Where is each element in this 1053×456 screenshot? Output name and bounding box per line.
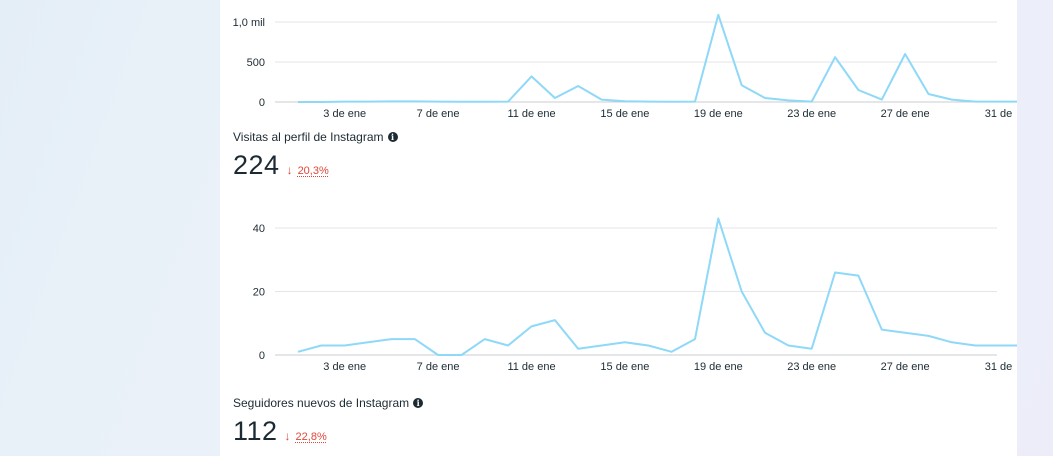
- x-tick-label: 3 de ene: [323, 108, 366, 120]
- new-followers-label: Seguidores nuevos de Instagram: [233, 396, 410, 410]
- x-tick-label: 23 de ene: [787, 361, 836, 373]
- profile-visits-title: Visitas al perfil de Instagram i: [233, 130, 398, 144]
- x-tick-label: 7 de ene: [417, 361, 460, 373]
- profile-visits-label: Visitas al perfil de Instagram: [233, 130, 384, 144]
- profile-visits-chart: 0 20 40 3 de ene 7 de ene 11 de ene 15 de ene 1…: [253, 217, 1017, 373]
- y-tick-label: 0: [259, 97, 265, 109]
- x-tick-label: 15 de ene: [600, 361, 649, 373]
- x-tick-label: 15 de ene: [600, 108, 649, 120]
- x-tick-label: 19 de ene: [694, 361, 743, 373]
- x-tick-label: 19 de ene: [694, 108, 743, 120]
- profile-activity-chart: 0 500 1,0 mil 3 de ene 7 de ene 11 de ene 15 d…: [233, 13, 1017, 120]
- x-tick-label: 27 de ene: [881, 108, 930, 120]
- x-tick-label: 23 de ene: [787, 108, 836, 120]
- y-tick-label: 20: [253, 287, 265, 299]
- info-icon[interactable]: i: [387, 132, 398, 142]
- y-tick-label: 0: [259, 350, 265, 362]
- y-tick-label: 1,0 mil: [233, 17, 265, 29]
- x-tick-label: 7 de ene: [417, 108, 460, 120]
- new-followers-change[interactable]: ↓ 22,8%: [285, 429, 327, 443]
- x-tick-label: 11 de ene: [507, 361, 555, 373]
- x-tick-label: 31 de: [985, 108, 1013, 120]
- y-tick-label: 40: [253, 223, 265, 235]
- new-followers-metric: 112 ↓ 22,8%: [233, 416, 327, 447]
- profile-visits-metric: 224 ↓ 20,3%: [233, 150, 329, 181]
- y-tick-label: 500: [247, 57, 265, 69]
- x-tick-label: 31 de: [985, 361, 1013, 373]
- profile-visits-change[interactable]: ↓ 20,3%: [287, 163, 329, 177]
- info-icon[interactable]: i: [413, 398, 424, 408]
- profile-visits-change-value: 20,3%: [297, 165, 329, 177]
- new-followers-value: 112: [233, 416, 278, 446]
- x-tick-label: 27 de ene: [881, 361, 930, 373]
- new-followers-change-value: 22,8%: [295, 431, 327, 443]
- x-tick-label: 3 de ene: [323, 361, 366, 373]
- x-tick-label: 11 de ene: [507, 108, 555, 120]
- profile-visits-value: 224: [233, 150, 280, 180]
- series-line: [298, 13, 1017, 103]
- series-line: [297, 217, 1017, 356]
- insights-card: 0 500 1,0 mil 3 de ene 7 de ene 11 de ene 15 d…: [220, 0, 1017, 456]
- new-followers-title: Seguidores nuevos de Instagram i: [233, 396, 424, 410]
- arrow-down-icon: ↓: [286, 163, 293, 177]
- arrow-down-icon: ↓: [284, 429, 291, 443]
